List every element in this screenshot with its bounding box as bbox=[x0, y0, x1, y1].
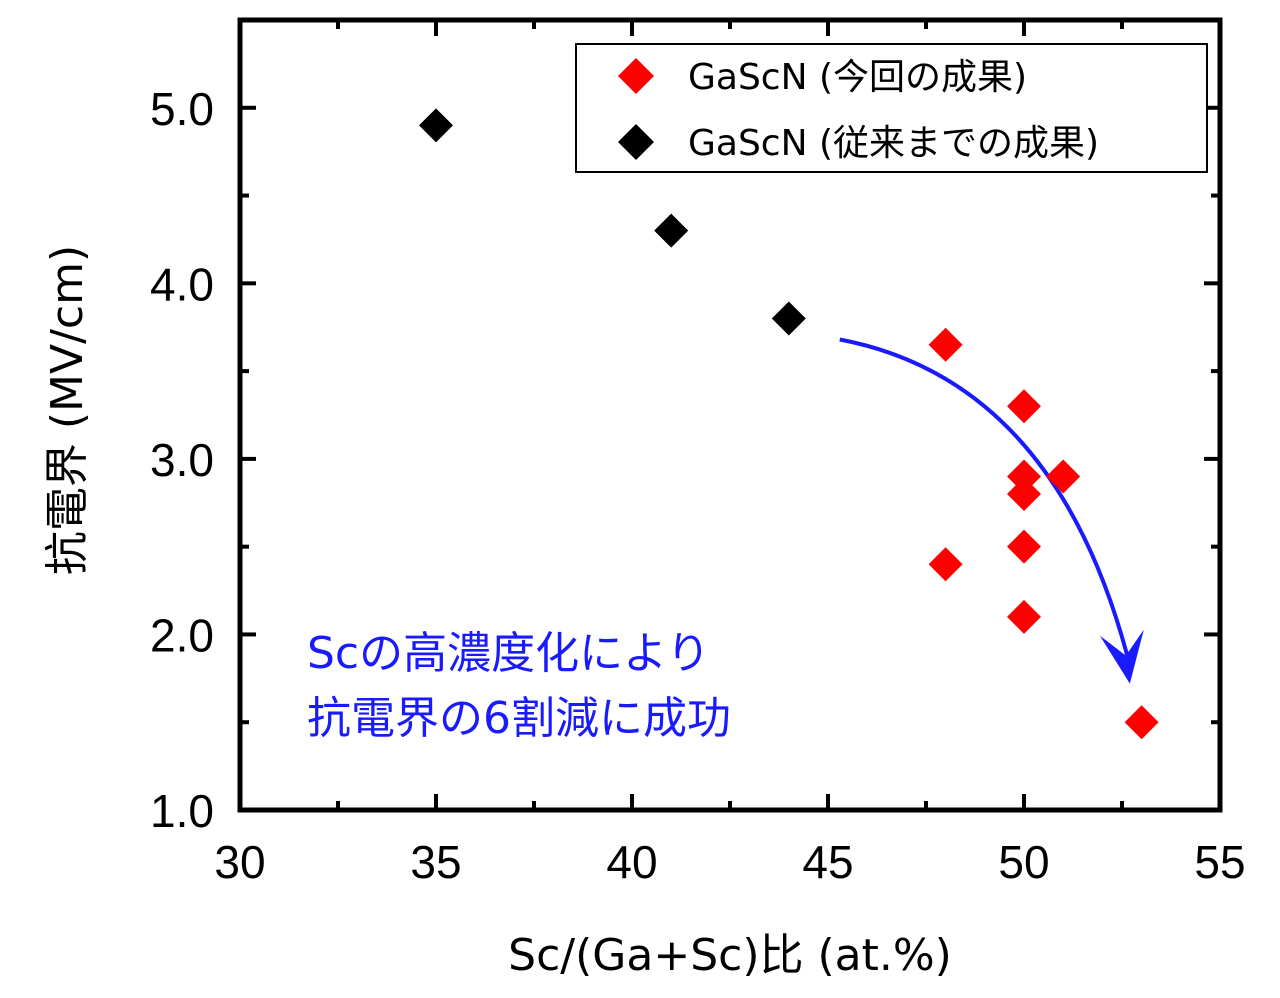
trend-arrow-line bbox=[839, 337, 1132, 667]
data-point-current bbox=[1007, 529, 1041, 564]
data-point-current bbox=[1007, 459, 1041, 494]
data-point-current bbox=[1007, 477, 1041, 511]
annotation: Scの高濃度化により 抗電界の6割減に成功 bbox=[307, 628, 731, 744]
legend-label-current: GaScN (今回の成果) bbox=[688, 57, 1027, 98]
y-tick-label: 4.0 bbox=[150, 258, 214, 310]
data-point-current bbox=[928, 327, 963, 362]
data-point-current bbox=[928, 547, 963, 582]
data-point-current bbox=[1046, 459, 1081, 494]
trend-arrow-head bbox=[1099, 629, 1144, 684]
legend: GaScN (今回の成果) GaScN (従来までの成果) bbox=[575, 43, 1208, 173]
trend-arrow bbox=[839, 337, 1144, 684]
x-tick-label: 30 bbox=[214, 836, 265, 888]
y-tick-label: 3.0 bbox=[150, 434, 214, 486]
annotation-line-2: 抗電界の6割減に成功 bbox=[307, 693, 731, 744]
legend-label-previous: GaScN (従来までの成果) bbox=[688, 123, 1099, 164]
x-axis-title: Sc/(Ga+Sc)比 (at.%) bbox=[508, 930, 952, 981]
tick-labels: 30 35 40 45 50 55 1.0 2.0 3.0 4.0 5.0 bbox=[150, 83, 1246, 888]
plot-frame bbox=[237, 17, 1223, 813]
data-points bbox=[419, 108, 1159, 740]
y-axis-title: 抗電界 (MV/cm) bbox=[42, 245, 93, 575]
x-tick-label: 55 bbox=[1194, 836, 1245, 888]
y-tick-label: 2.0 bbox=[150, 609, 214, 661]
data-point-previous bbox=[771, 301, 806, 336]
data-point-previous bbox=[654, 213, 689, 248]
annotation-line-1: Scの高濃度化により bbox=[307, 628, 710, 679]
data-point-current bbox=[1007, 599, 1041, 634]
x-tick-label: 40 bbox=[606, 836, 657, 888]
data-point-previous bbox=[419, 108, 453, 143]
x-tick-label: 50 bbox=[998, 836, 1049, 888]
y-tick-label: 5.0 bbox=[150, 83, 214, 135]
legend-box bbox=[575, 43, 1208, 173]
x-tick-label: 45 bbox=[802, 836, 853, 888]
legend-marker-current bbox=[618, 58, 654, 94]
data-point-current bbox=[1124, 705, 1159, 740]
data-point-current bbox=[1007, 389, 1041, 424]
x-tick-label: 35 bbox=[410, 836, 461, 888]
legend-marker-previous bbox=[618, 124, 654, 160]
y-tick-label: 1.0 bbox=[150, 785, 214, 837]
